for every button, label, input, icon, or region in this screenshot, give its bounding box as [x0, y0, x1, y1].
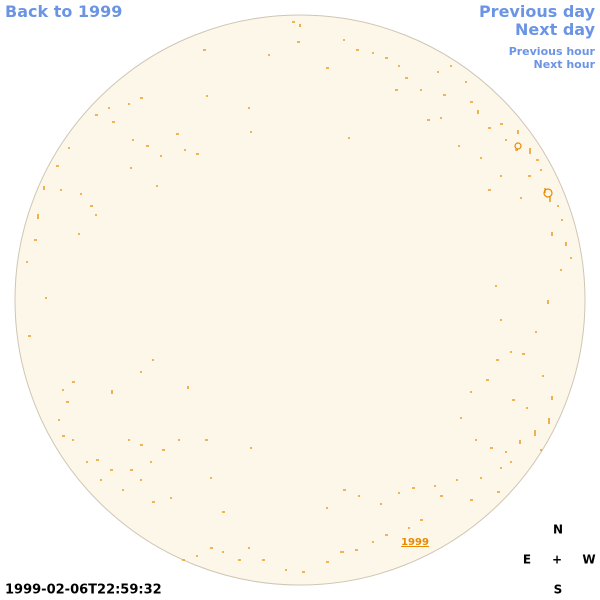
active-region-marks — [543, 188, 553, 198]
active-region-marks — [26, 21, 572, 573]
compass-center: + — [552, 553, 562, 567]
disk-label: 1999 — [401, 537, 429, 548]
active-region-marks — [514, 142, 522, 150]
previous-hour-link[interactable]: Previous hour — [508, 45, 595, 58]
next-hour-link[interactable]: Next hour — [533, 58, 596, 71]
compass-south: S — [554, 583, 563, 597]
timestamp: 1999-02-06T22:59:32 — [5, 583, 162, 598]
back-link[interactable]: Back to 1999 — [5, 2, 123, 21]
compass-west: W — [582, 553, 595, 567]
compass-east: E — [523, 553, 531, 567]
solar-disk — [14, 14, 586, 586]
compass-north: N — [553, 523, 563, 537]
previous-day-link[interactable]: Previous day — [478, 2, 595, 21]
next-day-link[interactable]: Next day — [515, 20, 595, 39]
